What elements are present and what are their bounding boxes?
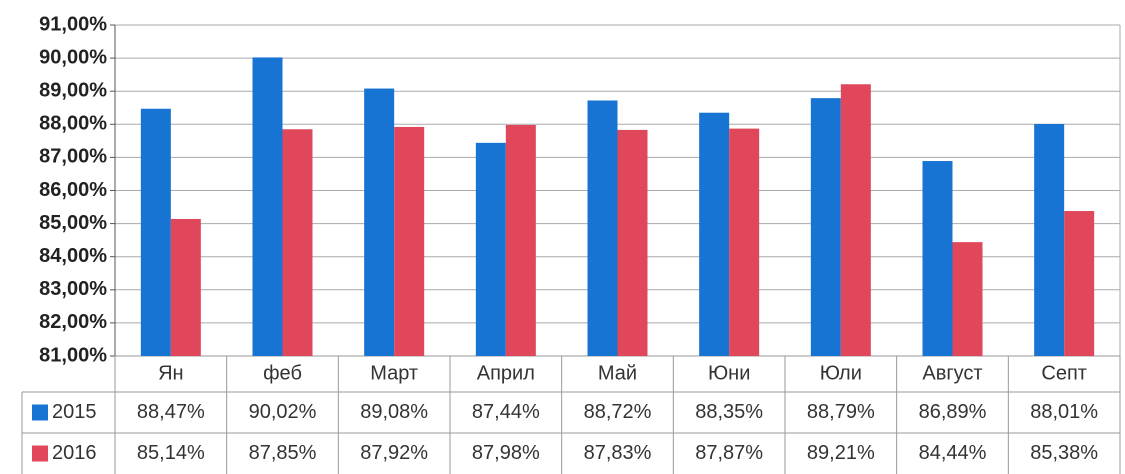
bar (170, 218, 201, 356)
table-value: 89,21% (807, 442, 875, 464)
table-value: 84,44% (919, 442, 987, 464)
table-value: 88,35% (695, 401, 763, 423)
x-tick-label: Август (922, 362, 982, 384)
y-tick-label: 89,00% (39, 79, 107, 101)
table-value: 87,44% (472, 401, 540, 423)
y-tick-label: 90,00% (39, 46, 107, 68)
table-value: 88,47% (137, 401, 205, 423)
bar (505, 124, 536, 356)
table-value: 89,08% (360, 401, 428, 423)
y-tick-label: 91,00% (39, 13, 107, 35)
legend-label: 2016 (52, 442, 97, 464)
legend-swatch (32, 445, 48, 462)
x-tick-label: Юни (708, 362, 750, 384)
table-value: 88,79% (807, 401, 875, 423)
y-tick-label: 84,00% (39, 245, 107, 267)
bar (699, 112, 730, 356)
y-tick-label: 83,00% (39, 278, 107, 300)
bar (952, 242, 983, 356)
table-value: 87,92% (360, 442, 428, 464)
x-tick-label: феб (263, 362, 302, 384)
x-tick-label: Юли (820, 362, 862, 384)
bar (252, 57, 283, 357)
table-value: 87,98% (472, 442, 540, 464)
table-value: 87,87% (695, 442, 763, 464)
table-value: 87,85% (249, 442, 317, 464)
legend-swatch (32, 404, 48, 421)
table-value: 90,02% (249, 401, 317, 423)
x-tick-label: Март (370, 362, 418, 384)
bar (364, 88, 395, 356)
x-tick-label: Септ (1041, 362, 1087, 384)
y-tick-label: 82,00% (39, 311, 107, 333)
y-tick-label: 88,00% (39, 113, 107, 135)
y-tick-label: 87,00% (39, 146, 107, 168)
bar (1034, 123, 1065, 357)
legend-label: 2015 (52, 401, 97, 423)
bar (475, 142, 506, 356)
bar (840, 84, 871, 357)
bar (617, 129, 648, 356)
x-tick-label: Май (598, 362, 637, 384)
bar (140, 108, 171, 356)
x-tick-label: Ян (158, 362, 184, 384)
bar (282, 129, 313, 356)
x-tick-label: Април (477, 362, 535, 384)
table-value: 85,14% (137, 442, 205, 464)
bar (394, 126, 425, 356)
bar (1064, 211, 1095, 356)
bar (810, 98, 841, 356)
table-value: 86,89% (919, 401, 987, 423)
table-value: 87,83% (584, 442, 652, 464)
bar (922, 161, 953, 356)
y-tick-label: 81,00% (39, 344, 107, 366)
y-tick-label: 85,00% (39, 212, 107, 234)
bar (729, 128, 760, 356)
table-value: 85,38% (1030, 442, 1098, 464)
bar (587, 100, 618, 356)
y-tick-label: 86,00% (39, 179, 107, 201)
table-value: 88,72% (584, 401, 652, 423)
table-value: 88,01% (1030, 401, 1098, 423)
